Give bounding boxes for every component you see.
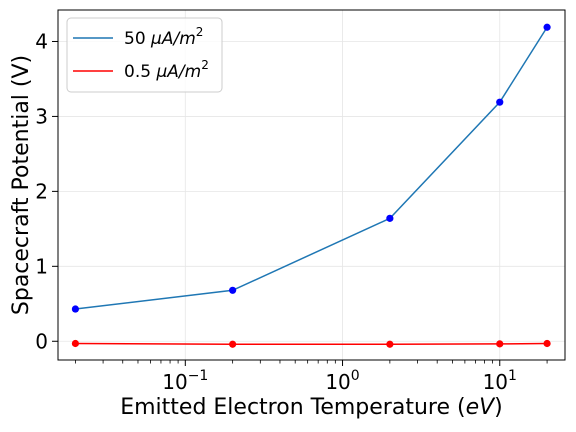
- legend-label-series-1-unit: μA/m: [150, 29, 196, 49]
- series-1-point: [229, 286, 237, 294]
- legend-label-series-2-unit: μA/m: [155, 62, 201, 82]
- y-tick-label: 0: [35, 329, 48, 353]
- x-axis-label: Emitted Electron Temperature (eV): [120, 395, 503, 420]
- y-axis-label: Spacecraft Potential (V): [9, 55, 34, 315]
- legend-label-series-1-number: 50: [124, 29, 146, 49]
- legend-label-series-1: 50 μA/m2: [124, 25, 203, 49]
- y-tick-label: 4: [35, 29, 48, 53]
- legend-label-series-1-exp: 2: [196, 25, 204, 39]
- legend-box: [66, 17, 223, 93]
- x-tick-label: 10−1: [162, 368, 208, 394]
- series-2-point: [496, 340, 504, 348]
- x-tick-label-base: 10: [325, 370, 350, 394]
- y-tick-label: 2: [35, 179, 48, 203]
- y-axis-ticks: 0 1 2 3 4: [35, 29, 58, 353]
- legend-label-series-2-exp: 2: [201, 58, 209, 72]
- y-tick-label: 1: [35, 254, 48, 278]
- series-2-point: [71, 339, 80, 348]
- x-tick-label: 101: [483, 368, 517, 394]
- series-1-point: [496, 98, 504, 106]
- series-2-point: [229, 340, 237, 348]
- plot-frame: [57, 9, 566, 361]
- x-axis-label-suffix: ): [494, 395, 503, 420]
- y-tick-label: 3: [35, 104, 48, 128]
- series-2: [71, 339, 551, 348]
- series-1-point: [386, 214, 394, 222]
- x-tick-label-exp: −1: [188, 368, 209, 384]
- legend: 50 μA/m2 0.5 μA/m2: [66, 17, 223, 93]
- x-tick-label-base: 10: [483, 370, 508, 394]
- x-tick-label: 100: [325, 368, 359, 394]
- series-1-point: [543, 23, 551, 31]
- series-2-point: [386, 340, 394, 348]
- x-tick-label-exp: 1: [508, 368, 517, 384]
- series-1-point: [71, 305, 80, 313]
- legend-label-series-2: 0.5 μA/m2: [124, 58, 209, 82]
- x-axis-label-unit: eV: [466, 395, 497, 420]
- x-tick-label-base: 10: [162, 370, 187, 394]
- x-tick-label-exp: 0: [351, 368, 360, 384]
- series-layer: [71, 23, 551, 348]
- series-2-point: [543, 339, 551, 348]
- series-1: [71, 23, 551, 313]
- legend-label-series-2-number: 0.5: [124, 62, 151, 82]
- series-2-line: [75, 342, 548, 346]
- x-axis-label-prefix: Emitted Electron Temperature (: [120, 395, 465, 420]
- x-axis-ticks: 10−1 100 101: [75, 360, 548, 394]
- grid: [58, 10, 565, 360]
